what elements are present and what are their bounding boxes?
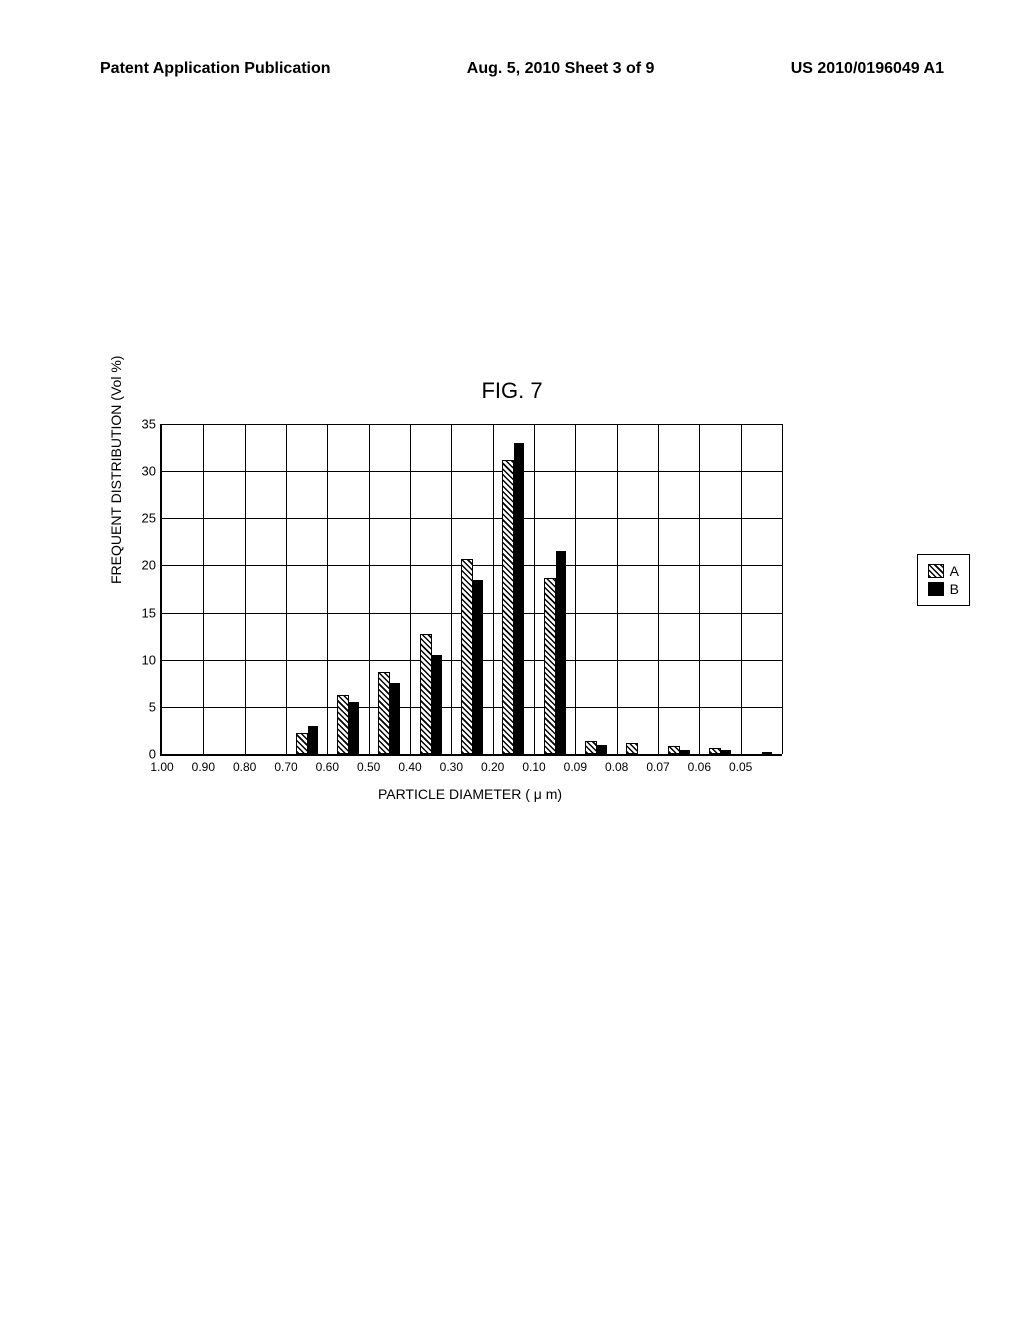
bar-B [308,726,318,754]
gridline-v [286,424,287,754]
gridline-v [699,424,700,754]
bar-A [296,733,308,754]
x-tick-label: 0.80 [233,760,256,774]
gridline-h [162,754,782,755]
bar-B [762,752,772,754]
gridline-v [369,424,370,754]
bar-A [626,743,638,754]
bar-A [585,741,597,754]
gridline-h [162,471,782,472]
x-tick-label: 0.90 [192,760,215,774]
bar-A [378,672,390,754]
header-center: Aug. 5, 2010 Sheet 3 of 9 [467,60,655,78]
bar-B [349,702,359,754]
bar-B [514,443,524,754]
gridline-h [162,424,782,425]
gridline-v [451,424,452,754]
x-tick-label: 0.05 [729,760,752,774]
legend: A B [917,554,970,606]
legend-swatch-b [928,582,944,596]
header-right: US 2010/0196049 A1 [791,60,944,78]
legend-swatch-a [928,564,944,578]
header-left: Patent Application Publication [100,60,331,78]
legend-label: B [950,581,959,597]
y-axis-label: FREQUENT DISTRIBUTION (Vol %) [108,356,124,584]
x-tick-label: 0.06 [688,760,711,774]
figure-title: FIG. 7 [0,378,1024,404]
bar-A [544,578,556,754]
chart-container: FREQUENT DISTRIBUTION (Vol %) 0510152025… [60,424,960,802]
bar-B [556,551,566,754]
gridline-v [410,424,411,754]
x-axis-label: PARTICLE DIAMETER ( μ m) [160,786,780,802]
y-tick-label: 5 [126,699,162,714]
legend-label: A [950,563,959,579]
x-tick-label: 0.20 [481,760,504,774]
gridline-h [162,518,782,519]
y-tick-label: 20 [126,558,162,573]
bar-A [709,748,721,754]
page-header: Patent Application Publication Aug. 5, 2… [0,0,1024,78]
y-tick-label: 25 [126,511,162,526]
gridline-v [741,424,742,754]
gridline-v [617,424,618,754]
bar-B [597,745,607,754]
x-tick-label: 0.40 [398,760,421,774]
gridline-v [658,424,659,754]
bar-A [668,746,680,754]
x-tick-label: 0.09 [564,760,587,774]
gridline-v [245,424,246,754]
bar-A [337,695,349,754]
y-tick-label: 30 [126,464,162,479]
bar-B [473,580,483,754]
bar-A [502,460,514,754]
bar-B [680,750,690,754]
gridline-v [575,424,576,754]
x-tick-label: 0.30 [440,760,463,774]
plot-area: 051015202530351.000.900.800.700.600.500.… [160,424,782,756]
gridline-v [493,424,494,754]
x-tick-label: 0.10 [522,760,545,774]
x-tick-label: 0.07 [646,760,669,774]
gridline-v [203,424,204,754]
y-tick-label: 35 [126,417,162,432]
bar-B [721,750,731,754]
x-tick-label: 1.00 [150,760,173,774]
x-tick-label: 0.70 [274,760,297,774]
gridline-v [327,424,328,754]
x-tick-label: 0.50 [357,760,380,774]
x-tick-label: 0.60 [316,760,339,774]
legend-item: B [928,581,959,597]
x-tick-label: 0.08 [605,760,628,774]
gridline-v [534,424,535,754]
bar-A [420,634,432,754]
bar-A [461,559,473,754]
legend-item: A [928,563,959,579]
y-tick-label: 10 [126,652,162,667]
bar-B [432,655,442,754]
y-tick-label: 15 [126,605,162,620]
gridline-v [782,424,783,754]
bar-B [390,683,400,754]
